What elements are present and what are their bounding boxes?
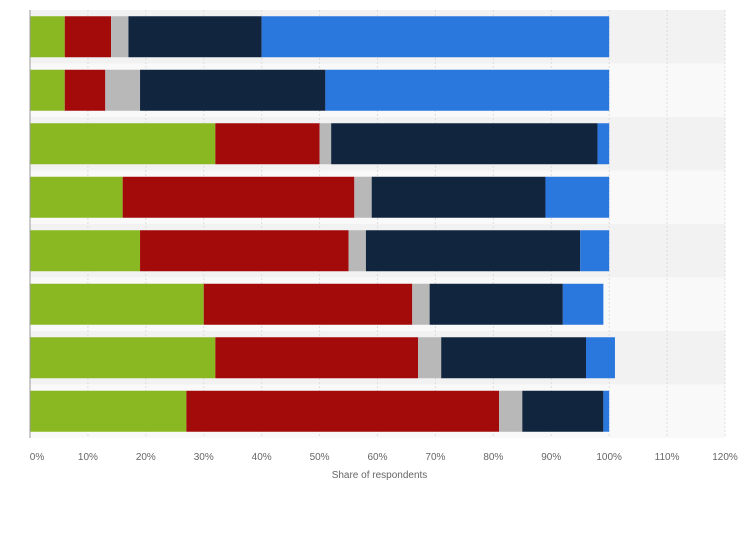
bar-segment-row5-series3: [348, 230, 366, 272]
bar-segment-row1-series5: [261, 16, 610, 58]
bar-segment-row8-series1: [30, 390, 187, 432]
x-axis-title: Share of respondents: [332, 470, 428, 481]
bar-segment-row4-series2: [122, 176, 355, 218]
x-tick-label: 110%: [655, 452, 680, 463]
bar-segment-row6-series5: [562, 283, 604, 325]
bar-segment-row1-series4: [128, 16, 262, 58]
bar-segment-row3-series2: [215, 123, 320, 165]
bar-segment-row4-series5: [545, 176, 610, 218]
bar-segment-row2-series2: [64, 69, 106, 111]
x-tick-label: 70%: [425, 452, 445, 463]
bar-segment-row5-series1: [30, 230, 141, 272]
bar-segment-row3-series1: [30, 123, 216, 165]
bar-segment-row7-series3: [418, 337, 442, 379]
bar-segment-row3-series3: [319, 123, 332, 165]
x-tick-label: 40%: [252, 452, 272, 463]
x-tick-label: 60%: [367, 452, 387, 463]
bar-segment-row3-series5: [597, 123, 610, 165]
bar-segment-row3-series4: [331, 123, 598, 165]
x-tick-label: 80%: [483, 452, 503, 463]
bar-segment-row7-series2: [215, 337, 419, 379]
bar-segment-row8-series2: [186, 390, 500, 432]
bar-segment-row2-series5: [325, 69, 610, 111]
bar-segment-row1-series3: [111, 16, 129, 58]
x-tick-label: 50%: [310, 452, 330, 463]
bar-segment-row6-series3: [412, 283, 430, 325]
bar-segment-row8-series3: [499, 390, 523, 432]
x-tick-label: 30%: [194, 452, 214, 463]
x-tick-label: 10%: [78, 452, 98, 463]
bar-segment-row7-series1: [30, 337, 216, 379]
bar-segment-row6-series4: [429, 283, 563, 325]
bar-segment-row2-series1: [30, 69, 65, 111]
bar-segment-row2-series3: [105, 69, 141, 111]
bar-segment-row2-series4: [140, 69, 326, 111]
bar-segment-row4-series4: [371, 176, 546, 218]
bar-segment-row5-series4: [365, 230, 581, 272]
x-axis-ticks: 0% 10% 20% 30% 40% 50% 60% 70% 80% 90% 100% 110% 120…: [30, 452, 738, 463]
x-tick-label: 100%: [596, 452, 622, 463]
bar-segment-row4-series1: [30, 176, 123, 218]
x-tick-label: 90%: [541, 452, 561, 463]
bar-segment-row7-series4: [441, 337, 586, 379]
bar-segment-row5-series5: [580, 230, 610, 272]
bars: [30, 16, 615, 432]
bar-segment-row7-series5: [586, 337, 615, 379]
bar-segment-row5-series2: [140, 230, 349, 272]
bar-segment-row1-series1: [30, 16, 65, 58]
x-tick-label: 0%: [30, 452, 45, 463]
bar-segment-row1-series2: [64, 16, 112, 58]
x-tick-label: 120%: [712, 452, 738, 463]
bar-segment-row8-series4: [522, 390, 604, 432]
bar-segment-row6-series2: [203, 283, 413, 325]
bar-segment-row4-series3: [354, 176, 372, 218]
bar-segment-row6-series1: [30, 283, 204, 325]
x-tick-label: 20%: [136, 452, 156, 463]
bar-segment-row8-series5: [603, 390, 610, 432]
